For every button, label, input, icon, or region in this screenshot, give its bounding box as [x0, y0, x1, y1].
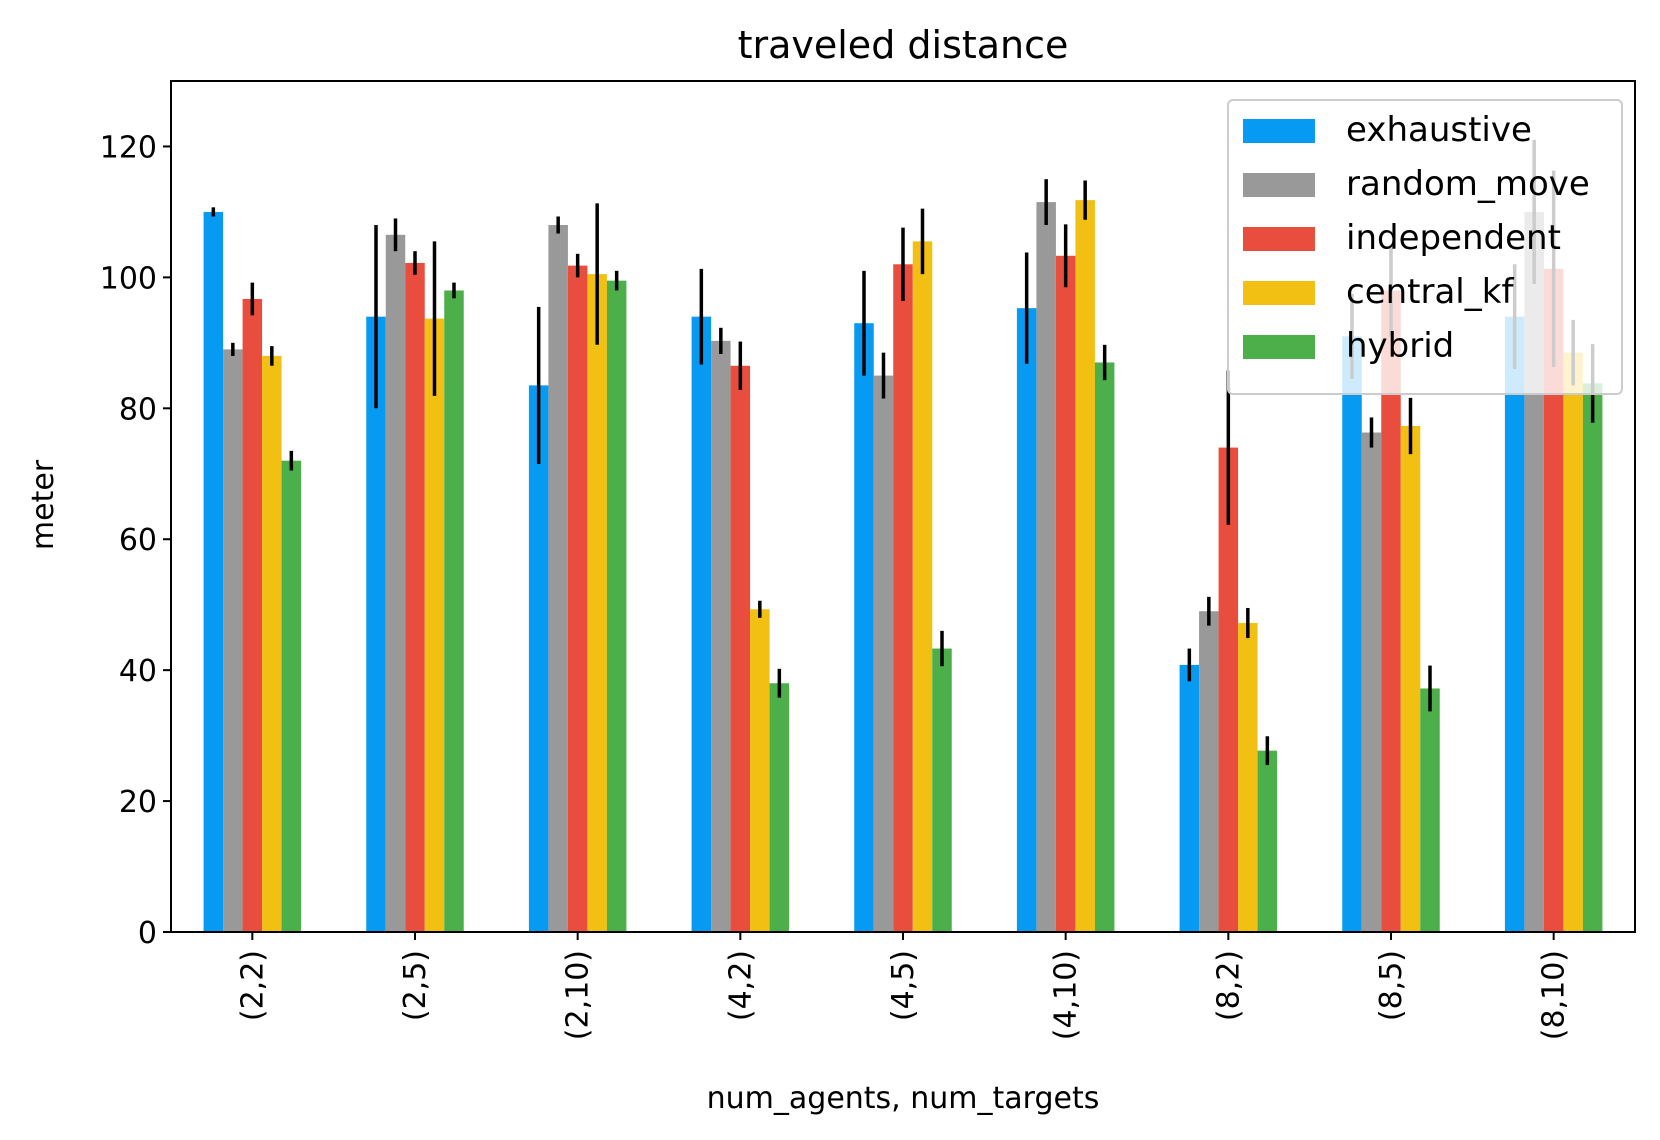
- bar-independent-1: [405, 262, 425, 933]
- bar-hybrid-0: [281, 460, 302, 932]
- y-axis-label: meter: [26, 459, 61, 550]
- bar-random_move-0: [223, 349, 243, 932]
- legend-swatch-random_move: [1243, 173, 1315, 197]
- legend-box: [1227, 99, 1623, 395]
- bar-independent-3: [730, 365, 751, 932]
- bar-independent-5: [1055, 255, 1076, 933]
- y-tick-label: 80: [119, 392, 157, 427]
- bar-random_move-3: [711, 340, 731, 932]
- bar-central_kf-8: [1563, 352, 1583, 932]
- bar-central_kf-3: [750, 609, 770, 932]
- bar-exhaustive-0: [203, 211, 224, 932]
- chart-title: traveled distance: [738, 23, 1069, 67]
- bar-central_kf-4: [912, 241, 933, 933]
- x-tick-label: (4,5): [886, 950, 921, 1021]
- x-tick-label: (2,5): [398, 950, 433, 1021]
- bar-hybrid-3: [769, 683, 790, 932]
- bar-exhaustive-3: [691, 316, 712, 933]
- y-tick-label: 60: [119, 523, 157, 558]
- bar-independent-4: [893, 264, 913, 932]
- bar-exhaustive-4: [854, 323, 874, 932]
- x-tick-label: (8,5): [1374, 950, 1409, 1021]
- x-tick-label: (8,10): [1537, 950, 1572, 1040]
- bar-hybrid-2: [606, 280, 627, 932]
- x-tick-label: (4,10): [1049, 950, 1084, 1040]
- bar-central_kf-7: [1400, 425, 1421, 932]
- legend-label-hybrid: hybrid: [1346, 326, 1454, 366]
- legend-label-random_move: random_move: [1346, 164, 1590, 204]
- x-tick-label: (4,2): [723, 950, 758, 1021]
- bar-central_kf-6: [1238, 623, 1258, 932]
- bar-random_move-2: [548, 225, 568, 932]
- bar-central_kf-5: [1075, 200, 1095, 932]
- legend-swatch-exhaustive: [1243, 119, 1315, 143]
- bar-central_kf-1: [424, 318, 445, 933]
- bar-exhaustive-5: [1016, 308, 1037, 932]
- bar-random_move-1: [385, 234, 406, 933]
- legend-label-independent: independent: [1346, 218, 1561, 258]
- x-tick-label: (2,2): [235, 950, 270, 1021]
- bar-hybrid-4: [932, 648, 952, 932]
- y-tick-label: 40: [119, 654, 157, 689]
- x-tick-label: (2,10): [561, 950, 596, 1040]
- legend-label-exhaustive: exhaustive: [1346, 110, 1532, 150]
- legend-label-central_kf: central_kf: [1346, 272, 1514, 312]
- bar-independent-6: [1218, 447, 1239, 932]
- bar-central_kf-2: [587, 274, 607, 932]
- bar-hybrid-8: [1582, 383, 1603, 932]
- bar-random_move-7: [1361, 432, 1382, 932]
- x-axis-label: num_agents, num_targets: [707, 1081, 1100, 1116]
- bar-central_kf-0: [262, 355, 282, 932]
- bar-independent-8: [1543, 268, 1564, 932]
- legend-swatch-hybrid: [1243, 335, 1315, 359]
- x-tick-label: (8,2): [1211, 950, 1246, 1021]
- legend-swatch-independent: [1243, 227, 1315, 251]
- bar-hybrid-5: [1094, 362, 1115, 932]
- bar-hybrid-7: [1420, 688, 1440, 932]
- y-tick-label: 20: [119, 785, 157, 820]
- plot-frame: [170, 80, 1636, 933]
- legend-swatch-central_kf: [1243, 281, 1315, 305]
- bar-hybrid-1: [444, 290, 464, 932]
- bars-layer: [203, 139, 1603, 933]
- bar-random_move-6: [1199, 611, 1219, 932]
- bar-exhaustive-2: [528, 385, 549, 933]
- bar-hybrid-6: [1257, 750, 1278, 932]
- y-tick-label: 0: [138, 916, 157, 951]
- bar-random_move-5: [1036, 202, 1056, 932]
- axes-layer: 0 20 40 60 80 100 120 (2,2) (2,5) (2,10) (4,2) (4,5…: [100, 80, 1636, 1040]
- bar-independent-7: [1381, 290, 1401, 932]
- bar-exhaustive-7: [1342, 336, 1362, 932]
- bar-exhaustive-6: [1179, 664, 1200, 932]
- bar-exhaustive-1: [366, 316, 386, 933]
- bar-exhaustive-8: [1504, 316, 1525, 933]
- legend: exhaustive random_move independent central_…: [1227, 99, 1623, 395]
- y-tick-label: 100: [100, 261, 157, 296]
- bar-independent-2: [567, 265, 588, 932]
- bar-independent-0: [242, 298, 263, 932]
- bar-random_move-4: [873, 375, 894, 933]
- y-tick-label: 120: [100, 130, 157, 165]
